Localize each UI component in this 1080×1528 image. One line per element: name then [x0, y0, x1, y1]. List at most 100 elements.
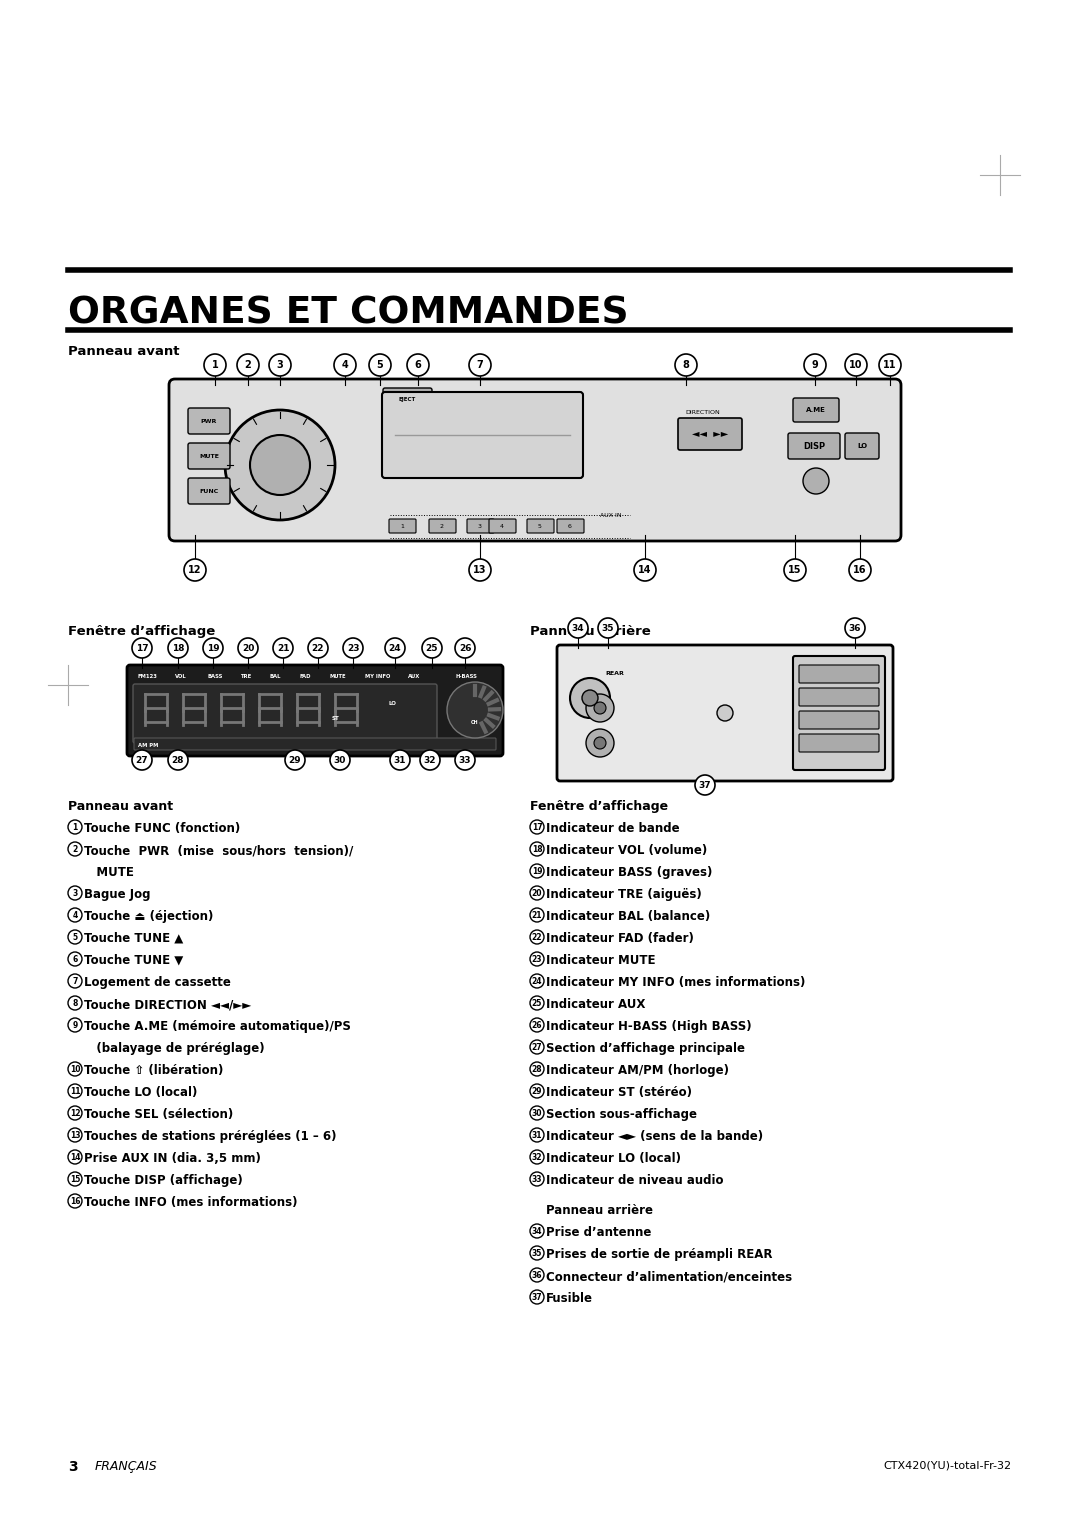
- Text: A.ME: A.ME: [806, 406, 826, 413]
- Text: LO: LO: [388, 700, 396, 706]
- Text: 36: 36: [849, 623, 861, 633]
- Circle shape: [68, 1106, 82, 1120]
- Text: 7: 7: [72, 976, 78, 986]
- Circle shape: [369, 354, 391, 376]
- Text: Indicateur de bande: Indicateur de bande: [546, 822, 679, 834]
- Text: 17: 17: [531, 822, 542, 831]
- Circle shape: [269, 354, 291, 376]
- Text: 22: 22: [531, 932, 542, 941]
- Circle shape: [586, 729, 615, 756]
- FancyBboxPatch shape: [557, 645, 893, 781]
- FancyBboxPatch shape: [389, 520, 416, 533]
- Text: Fenêtre d’affichage: Fenêtre d’affichage: [530, 801, 669, 813]
- Circle shape: [530, 1128, 544, 1141]
- Circle shape: [530, 1172, 544, 1186]
- Circle shape: [469, 354, 491, 376]
- Text: LO: LO: [856, 443, 867, 449]
- Text: Bague Jog: Bague Jog: [84, 888, 150, 902]
- Circle shape: [168, 639, 188, 659]
- Text: 7: 7: [476, 361, 484, 370]
- Circle shape: [530, 973, 544, 989]
- Text: 15: 15: [788, 565, 801, 575]
- Text: 16: 16: [853, 565, 867, 575]
- Text: MY INFO: MY INFO: [365, 674, 390, 678]
- Text: Connecteur d’alimentation/enceintes: Connecteur d’alimentation/enceintes: [546, 1270, 792, 1284]
- Text: 4: 4: [500, 524, 504, 529]
- Circle shape: [447, 681, 503, 738]
- Text: Section d’affichage principale: Section d’affichage principale: [546, 1042, 745, 1054]
- Circle shape: [68, 908, 82, 921]
- Circle shape: [530, 1224, 544, 1238]
- FancyBboxPatch shape: [678, 419, 742, 451]
- Text: 8: 8: [72, 998, 78, 1007]
- Circle shape: [582, 691, 598, 706]
- Text: Fusible: Fusible: [546, 1293, 593, 1305]
- Circle shape: [390, 750, 410, 770]
- FancyBboxPatch shape: [382, 393, 583, 478]
- Text: 10: 10: [849, 361, 863, 370]
- Text: Touche FUNC (fonction): Touche FUNC (fonction): [84, 822, 240, 834]
- Circle shape: [334, 354, 356, 376]
- Circle shape: [407, 354, 429, 376]
- Text: DISP: DISP: [802, 442, 825, 451]
- Text: 37: 37: [699, 781, 712, 790]
- Text: MUTE: MUTE: [330, 674, 347, 678]
- Text: 15: 15: [70, 1175, 80, 1184]
- Text: 30: 30: [334, 755, 347, 764]
- Text: DIRECTION: DIRECTION: [685, 410, 719, 416]
- Circle shape: [530, 1290, 544, 1303]
- Text: Prise d’antenne: Prise d’antenne: [546, 1225, 651, 1239]
- Text: 34: 34: [571, 623, 584, 633]
- Text: Indicateur ◄► (sens de la bande): Indicateur ◄► (sens de la bande): [546, 1131, 764, 1143]
- FancyBboxPatch shape: [845, 432, 879, 458]
- Text: 23: 23: [347, 643, 360, 652]
- Circle shape: [845, 354, 867, 376]
- FancyBboxPatch shape: [799, 733, 879, 752]
- Text: 24: 24: [531, 976, 542, 986]
- Circle shape: [594, 701, 606, 714]
- Text: BAL: BAL: [270, 674, 282, 678]
- Text: 25: 25: [531, 998, 542, 1007]
- Text: 29: 29: [288, 755, 301, 764]
- Text: 18: 18: [531, 845, 542, 854]
- FancyBboxPatch shape: [489, 520, 516, 533]
- FancyBboxPatch shape: [788, 432, 840, 458]
- Circle shape: [203, 639, 222, 659]
- Circle shape: [530, 1106, 544, 1120]
- Text: Indicateur AUX: Indicateur AUX: [546, 998, 646, 1012]
- FancyBboxPatch shape: [188, 478, 230, 504]
- Text: 13: 13: [473, 565, 487, 575]
- Circle shape: [422, 639, 442, 659]
- Circle shape: [586, 694, 615, 723]
- Circle shape: [308, 639, 328, 659]
- Text: 31: 31: [531, 1131, 542, 1140]
- FancyBboxPatch shape: [134, 738, 496, 750]
- Text: (balayage de préréglage): (balayage de préréglage): [84, 1042, 265, 1054]
- Text: FAD: FAD: [300, 674, 311, 678]
- Circle shape: [675, 354, 697, 376]
- Circle shape: [570, 678, 610, 718]
- Text: 4: 4: [341, 361, 349, 370]
- Text: Fenêtre d’affichage: Fenêtre d’affichage: [68, 625, 215, 639]
- Text: 12: 12: [70, 1108, 80, 1117]
- Text: FM123: FM123: [138, 674, 158, 678]
- Text: 6: 6: [72, 955, 78, 964]
- Text: Prises de sortie de préampli REAR: Prises de sortie de préampli REAR: [546, 1248, 772, 1261]
- Text: Touche DIRECTION ◄◄/►►: Touche DIRECTION ◄◄/►►: [84, 998, 252, 1012]
- Circle shape: [343, 639, 363, 659]
- Text: ◄◄  ►►: ◄◄ ►►: [692, 429, 728, 439]
- Text: BASS: BASS: [208, 674, 224, 678]
- Circle shape: [784, 559, 806, 581]
- Text: CTX420(YU)-total-Fr-32: CTX420(YU)-total-Fr-32: [883, 1459, 1012, 1470]
- FancyBboxPatch shape: [467, 520, 494, 533]
- Text: Indicateur BAL (balance): Indicateur BAL (balance): [546, 911, 711, 923]
- Circle shape: [168, 750, 188, 770]
- Text: ST: ST: [332, 715, 339, 721]
- Circle shape: [68, 973, 82, 989]
- FancyBboxPatch shape: [429, 520, 456, 533]
- Text: 28: 28: [172, 755, 185, 764]
- Text: 18: 18: [172, 643, 185, 652]
- Circle shape: [469, 559, 491, 581]
- Text: 4: 4: [72, 911, 78, 920]
- FancyBboxPatch shape: [127, 665, 503, 756]
